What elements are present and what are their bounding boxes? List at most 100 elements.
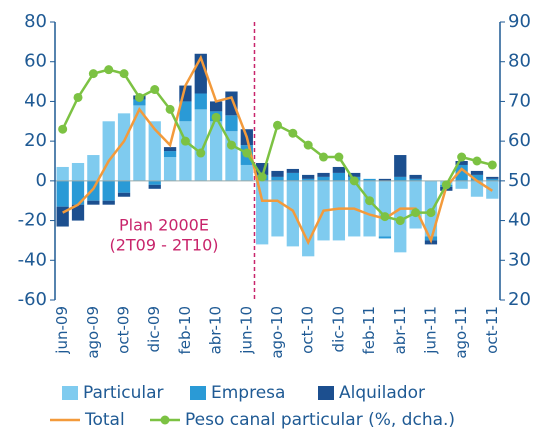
marker bbox=[134, 92, 144, 102]
marker bbox=[380, 212, 390, 222]
bar bbox=[317, 172, 330, 177]
bar bbox=[470, 180, 484, 197]
y2-tick-label: 50 bbox=[508, 170, 531, 191]
bar bbox=[332, 180, 346, 241]
legend-label: Peso canal particular (%, dcha.) bbox=[185, 410, 455, 430]
line bbox=[62, 54, 494, 246]
marker bbox=[288, 128, 298, 138]
bar bbox=[163, 157, 177, 181]
bar bbox=[71, 180, 85, 205]
x-tick-label: oct-09 bbox=[115, 306, 133, 354]
bar bbox=[378, 178, 392, 181]
bar bbox=[87, 180, 100, 201]
x-tick-label: oct-11 bbox=[483, 306, 501, 354]
y-tick-label: 80 bbox=[24, 11, 47, 32]
bar bbox=[163, 147, 177, 152]
bar bbox=[286, 180, 299, 247]
bar bbox=[455, 161, 468, 165]
marker bbox=[104, 65, 114, 75]
marker bbox=[211, 112, 221, 122]
bar bbox=[102, 121, 115, 181]
bar bbox=[117, 180, 131, 193]
bar bbox=[87, 155, 100, 181]
y2-tick-label: 20 bbox=[508, 289, 531, 310]
bar bbox=[394, 176, 407, 181]
x-tick-label: abr-11 bbox=[391, 306, 409, 354]
marker bbox=[334, 152, 344, 162]
y-tick-label: -20 bbox=[18, 210, 47, 231]
marker bbox=[411, 208, 421, 218]
y2-tick-label: 70 bbox=[508, 90, 531, 111]
y-tick-label: 60 bbox=[24, 51, 47, 72]
bar bbox=[486, 178, 499, 181]
marker bbox=[349, 176, 359, 186]
bar bbox=[271, 170, 284, 177]
marker bbox=[165, 104, 175, 114]
marker bbox=[119, 69, 129, 79]
bar bbox=[332, 172, 346, 181]
marker bbox=[196, 148, 206, 158]
x-tick-label: dic-10 bbox=[329, 306, 347, 352]
bar bbox=[271, 180, 284, 237]
legend-marker bbox=[160, 415, 170, 425]
bar bbox=[455, 164, 468, 181]
bar bbox=[117, 192, 131, 197]
marker bbox=[273, 120, 282, 130]
marker bbox=[73, 92, 83, 102]
marker bbox=[487, 160, 497, 170]
bar bbox=[56, 166, 69, 181]
bar bbox=[148, 184, 161, 189]
bar bbox=[225, 115, 238, 132]
bar bbox=[394, 155, 407, 177]
marker bbox=[426, 208, 436, 218]
bar bbox=[133, 99, 146, 106]
x-tick-label: abr-10 bbox=[207, 306, 225, 354]
marker bbox=[457, 152, 467, 162]
bar bbox=[378, 180, 392, 237]
y-tick-label: 0 bbox=[36, 170, 47, 191]
x-tick-label: ago-09 bbox=[84, 306, 102, 359]
marker bbox=[150, 85, 160, 95]
bar bbox=[194, 93, 207, 110]
legend-swatch bbox=[62, 386, 78, 400]
bar bbox=[133, 105, 146, 181]
y-tick-label: -40 bbox=[18, 249, 47, 270]
bar bbox=[209, 121, 223, 181]
marker bbox=[226, 140, 236, 150]
x-tick-label: jun-10 bbox=[237, 306, 255, 355]
legend-swatch bbox=[318, 386, 334, 400]
bar bbox=[271, 176, 284, 181]
bar bbox=[148, 180, 161, 185]
bar bbox=[102, 200, 115, 205]
bar bbox=[286, 172, 299, 181]
marker bbox=[319, 152, 329, 162]
bar bbox=[286, 168, 299, 173]
bar bbox=[455, 180, 468, 189]
bar bbox=[363, 180, 376, 237]
marker bbox=[303, 140, 313, 150]
x-tick-label: jun-09 bbox=[53, 306, 71, 355]
x-tick-label: oct-10 bbox=[299, 306, 317, 354]
bar bbox=[363, 178, 376, 181]
bar bbox=[194, 109, 207, 181]
y2-tick-label: 90 bbox=[508, 11, 531, 32]
bar bbox=[71, 204, 85, 221]
y2-tick-label: 30 bbox=[508, 249, 531, 270]
bar bbox=[240, 164, 253, 181]
bar bbox=[332, 166, 346, 173]
x-tick-label: ago-11 bbox=[452, 306, 470, 359]
marker bbox=[242, 148, 252, 158]
legend-label: Total bbox=[84, 410, 125, 430]
bar bbox=[302, 174, 315, 179]
bar bbox=[409, 174, 422, 179]
marker bbox=[180, 136, 190, 146]
marker bbox=[257, 172, 267, 182]
marker bbox=[472, 156, 482, 166]
annotation: (2T09 - 2T10) bbox=[109, 236, 218, 255]
y-tick-label: -60 bbox=[18, 289, 47, 310]
marker bbox=[441, 180, 451, 190]
y-tick-label: 40 bbox=[24, 90, 47, 111]
y2-tick-label: 80 bbox=[508, 51, 531, 72]
legend-label: Alquilador bbox=[339, 383, 425, 403]
